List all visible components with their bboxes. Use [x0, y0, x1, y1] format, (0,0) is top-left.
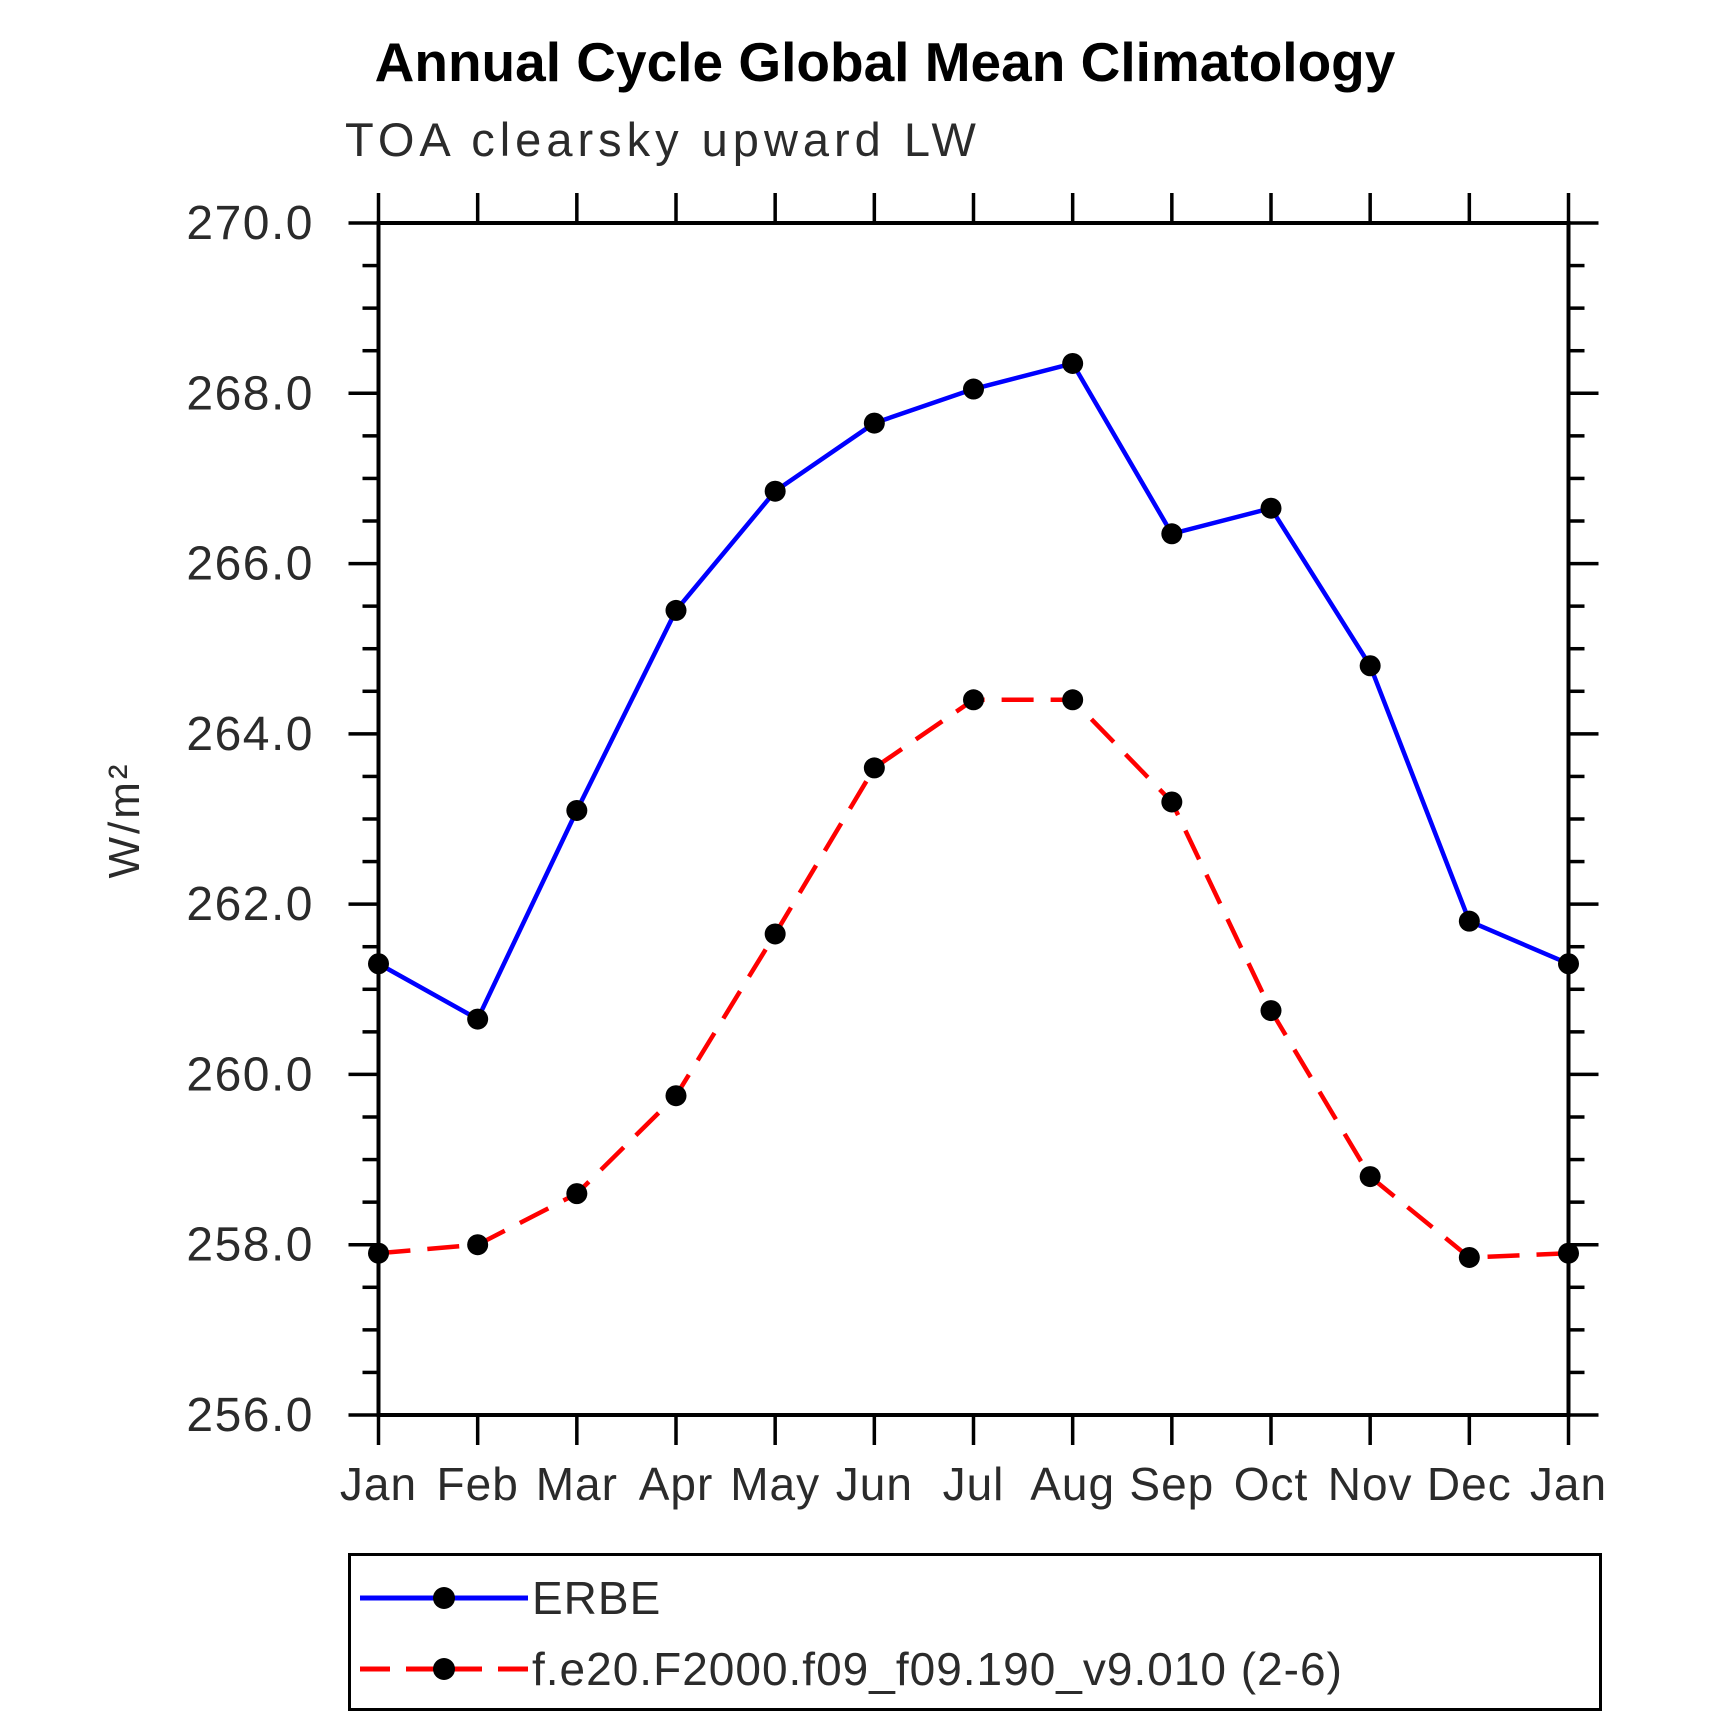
data-point-marker-s1 — [566, 1183, 588, 1205]
data-point-marker-s0 — [863, 412, 885, 434]
x-axis-tick-label: Dec — [1427, 1458, 1512, 1510]
x-axis-tick-label: May — [730, 1458, 820, 1510]
data-point-marker-s1 — [368, 1242, 389, 1264]
legend-marker-dot — [433, 1587, 455, 1609]
data-point-marker-s1 — [963, 689, 984, 711]
y-axis-tick-label: 266.0 — [186, 538, 314, 591]
chart-subtitle: TOA clearsky upward LW — [345, 113, 981, 166]
data-point-marker-s0 — [1260, 497, 1282, 519]
y-axis-tick-label: 260.0 — [186, 1048, 314, 1101]
data-point-marker-s0 — [1161, 523, 1183, 545]
x-axis-tick-label: Sep — [1129, 1458, 1214, 1510]
data-point-marker-s1 — [1161, 791, 1183, 813]
legend-item-model: f.e20.F2000.f09_f09.190_v9.010 (2-6) — [358, 1639, 1343, 1699]
x-axis-tick-label: Jan — [340, 1458, 417, 1510]
x-axis-tick-label: Jun — [836, 1458, 913, 1510]
y-axis-tick-label: 262.0 — [186, 878, 314, 931]
y-axis-tick-label: 264.0 — [186, 708, 314, 761]
y-axis-tick-label: 268.0 — [186, 367, 314, 420]
plot-frame — [376, 221, 1571, 1417]
data-point-marker-s0 — [1062, 352, 1084, 374]
legend-swatch-solid-line — [360, 1587, 528, 1609]
data-point-marker-s0 — [566, 799, 588, 821]
legend-swatch-dashed-line — [360, 1658, 528, 1680]
data-point-marker-s0 — [368, 953, 389, 975]
x-axis-tick-label: Feb — [437, 1458, 519, 1510]
y-axis-tick-label: 270.0 — [186, 197, 314, 250]
data-point-marker-s0 — [963, 378, 984, 400]
x-axis-tick-label: Mar — [536, 1458, 618, 1510]
legend: ERBE f.e20.F2000.f09_f09.190_v9.010 (2-6… — [348, 1553, 1602, 1711]
x-axis-tick-label: Aug — [1030, 1458, 1115, 1510]
data-point-marker-s1 — [1260, 1000, 1282, 1022]
x-axis-tick-label: Oct — [1234, 1458, 1309, 1510]
data-point-marker-s0 — [467, 1008, 489, 1030]
data-point-marker-s1 — [1458, 1246, 1480, 1268]
data-point-marker-s1 — [1359, 1166, 1381, 1188]
data-point-marker-s0 — [1458, 910, 1480, 932]
y-axis-tick-label: 256.0 — [186, 1389, 314, 1442]
data-point-marker-s0 — [1558, 953, 1579, 975]
data-point-marker-s1 — [863, 757, 885, 779]
data-point-marker-s1 — [1062, 689, 1084, 711]
y-axis-tick-label: 258.0 — [186, 1219, 314, 1272]
line-chart-plot-area: 256.0 258.0 260.0 262.0 264.0 266.0 268.0 270.0… — [186, 193, 1607, 1510]
data-point-marker-s1 — [467, 1234, 489, 1256]
data-point-marker-s1 — [665, 1085, 687, 1107]
data-point-marker-s1 — [764, 923, 786, 945]
data-point-marker-s0 — [1359, 655, 1381, 677]
x-axis-tick-label: Jul — [943, 1458, 1005, 1510]
data-point-marker-s0 — [764, 480, 786, 502]
legend-item-erbe: ERBE — [358, 1568, 661, 1628]
chart-title: Annual Cycle Global Mean Climatology — [374, 31, 1396, 93]
x-axis-tick-label: Apr — [639, 1458, 714, 1510]
legend-label-model: f.e20.F2000.f09_f09.190_v9.010 (2-6) — [532, 1643, 1343, 1695]
x-axis-tick-label: Jan — [1530, 1458, 1607, 1510]
data-point-marker-s1 — [1558, 1242, 1579, 1264]
legend-label-erbe: ERBE — [532, 1572, 662, 1624]
legend-marker-dot — [433, 1658, 455, 1680]
data-point-marker-s0 — [665, 599, 687, 621]
series-line-1 — [378, 697, 1569, 1260]
x-axis-tick-label: Nov — [1328, 1458, 1413, 1510]
